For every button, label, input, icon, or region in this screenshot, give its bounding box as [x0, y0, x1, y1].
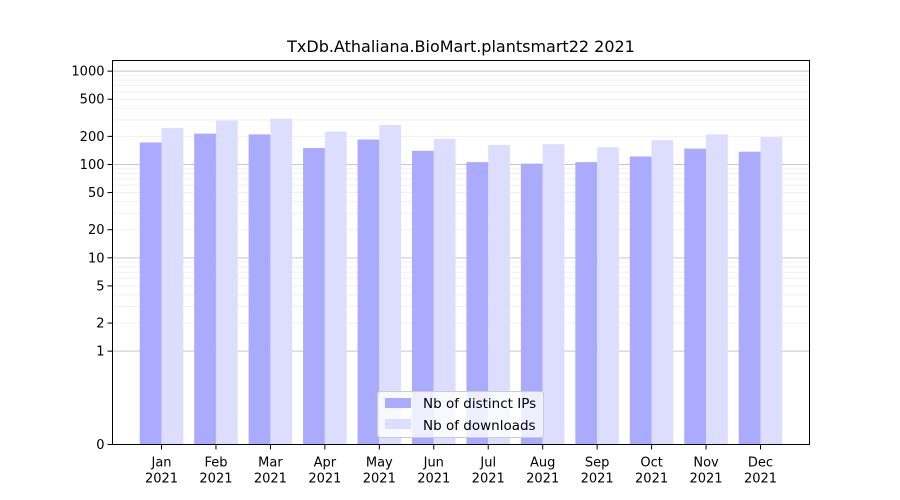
y-tick-label: 0 — [96, 438, 104, 453]
bar-downloads — [542, 144, 565, 445]
bar-distinct-ips — [139, 142, 162, 445]
x-tick-label-year: 2021 — [363, 472, 396, 487]
y-tick-label: 500 — [80, 93, 105, 108]
bar-distinct-ips — [520, 163, 543, 445]
y-tick-label: 10 — [88, 251, 105, 266]
y-tick-label: 1000 — [71, 65, 104, 80]
x-tick-label-month: Jul — [479, 456, 496, 471]
legend-label-distinct-ips: Nb of distinct IPs — [423, 396, 536, 412]
x-tick-label-month: Mar — [258, 456, 283, 471]
bar-distinct-ips — [629, 156, 652, 445]
x-axis: Jan2021Feb2021Mar2021Apr2021May2021Jun20… — [145, 444, 777, 487]
y-tick-label: 100 — [80, 158, 105, 173]
bar-downloads — [379, 124, 402, 445]
bar-downloads — [706, 134, 728, 445]
bar-downloads — [324, 131, 347, 445]
legend-box — [377, 391, 544, 438]
chart-title: TxDb.Athaliana.BioMart.plantsmart22 2021 — [286, 37, 635, 56]
bar-downloads — [270, 118, 293, 445]
bar-downloads — [488, 144, 511, 445]
y-tick-label: 1 — [96, 345, 104, 360]
bar-distinct-ips — [194, 133, 216, 445]
bar-downloads — [597, 147, 619, 445]
x-tick-label-month: Jun — [423, 456, 444, 471]
bar-distinct-ips — [411, 150, 434, 445]
legend-swatch-distinct-ips — [385, 398, 411, 408]
x-tick-label-year: 2021 — [635, 472, 668, 487]
legend-swatch-downloads — [385, 419, 411, 429]
y-tick-label: 2 — [96, 317, 104, 332]
y-tick-label: 20 — [88, 223, 105, 238]
x-tick-label-year: 2021 — [526, 472, 559, 487]
legend: Nb of distinct IPs Nb of downloads — [377, 391, 544, 438]
y-tick-label: 200 — [80, 130, 105, 145]
bar-distinct-ips — [303, 148, 325, 445]
x-tick-label-year: 2021 — [689, 472, 722, 487]
plot-frame — [112, 60, 810, 445]
x-tick-label-month: Aug — [530, 456, 555, 471]
x-tick-label-year: 2021 — [308, 472, 341, 487]
y-tick-label: 50 — [88, 186, 105, 201]
x-tick-label-year: 2021 — [145, 472, 178, 487]
bar-distinct-ips — [248, 134, 271, 445]
bar-distinct-ips — [466, 162, 489, 445]
x-tick-label-year: 2021 — [744, 472, 777, 487]
bar-downloads — [215, 120, 238, 445]
x-tick-label-month: Jan — [150, 456, 171, 471]
x-tick-label-month: Feb — [204, 456, 227, 471]
bar-downloads — [651, 140, 674, 445]
bar-distinct-ips — [575, 162, 598, 445]
bar-downloads — [161, 128, 184, 445]
bar-distinct-ips — [738, 151, 761, 445]
legend-label-downloads: Nb of downloads — [423, 418, 536, 434]
x-tick-label-month: Sep — [585, 456, 610, 471]
bars — [139, 118, 783, 445]
x-tick-label-month: Nov — [693, 456, 719, 471]
bar-distinct-ips — [357, 139, 380, 445]
bar-downloads — [433, 138, 456, 445]
x-tick-label-year: 2021 — [199, 472, 232, 487]
x-tick-label-month: Apr — [314, 456, 337, 471]
bar-distinct-ips — [684, 148, 707, 445]
x-tick-label-year: 2021 — [472, 472, 505, 487]
y-axis: 0 1 2 5 10 20 50 100 200 500 1000 — [71, 65, 113, 453]
x-tick-label-month: Oct — [640, 456, 662, 471]
x-tick-label-month: May — [366, 456, 393, 471]
x-tick-label-year: 2021 — [581, 472, 614, 487]
x-tick-label-year: 2021 — [417, 472, 450, 487]
x-tick-label-year: 2021 — [254, 472, 287, 487]
x-tick-label-month: Dec — [748, 456, 773, 471]
y-tick-label: 5 — [96, 279, 104, 294]
bar-downloads — [760, 137, 783, 445]
